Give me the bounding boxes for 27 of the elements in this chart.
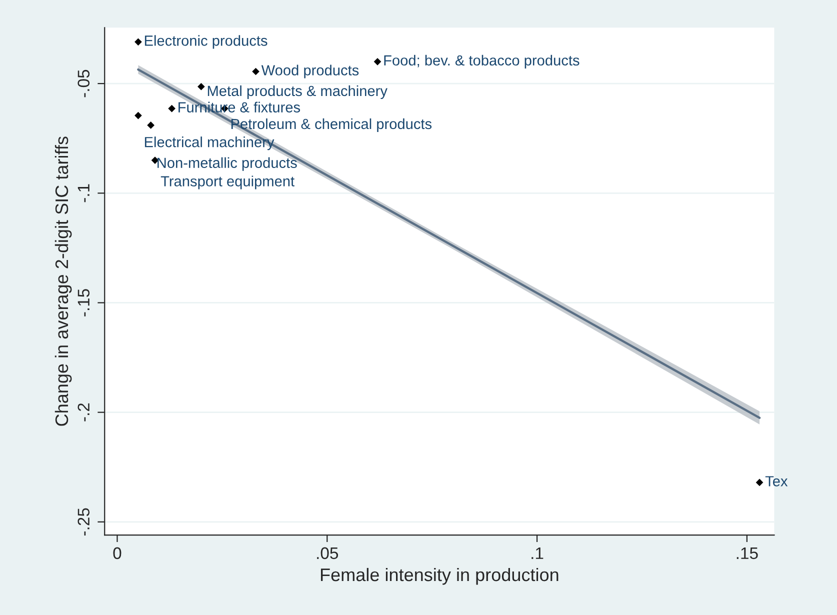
point: [134, 112, 142, 120]
y-tick-label: -.2: [78, 403, 90, 422]
annotation: Metal products & machinery: [208, 85, 388, 99]
annotation: Electrical machinery: [144, 136, 274, 150]
point: [147, 122, 154, 129]
x-tick-label: .05: [317, 547, 338, 560]
x-tick-label: .15: [736, 547, 758, 560]
annotation: Electronic products: [144, 35, 268, 49]
y-tick-label: -.05: [78, 70, 90, 98]
point: [134, 38, 142, 46]
point: [756, 478, 764, 486]
x-tick-label: 0: [113, 547, 122, 560]
x-axis-title: Female intensity in production: [320, 568, 558, 585]
point: [168, 104, 176, 112]
y-axis-title: Change in average 2-digit SIC tariffs: [54, 136, 72, 426]
point: [252, 68, 260, 76]
point: [374, 58, 382, 66]
y-tick-label: -.1: [78, 184, 90, 202]
annotation: Non-metallic products: [158, 157, 297, 171]
x-tick-label: .1: [532, 547, 544, 559]
y-tick-label: -.25: [78, 508, 90, 536]
y-tick-label: -.15: [78, 289, 90, 316]
annotation: Tex: [765, 476, 788, 486]
point: [198, 82, 205, 90]
annotation: Wood products: [261, 64, 359, 78]
annotation: Transport equipment: [160, 176, 294, 190]
annotation: Food; bev. & tobacco products: [384, 54, 580, 68]
